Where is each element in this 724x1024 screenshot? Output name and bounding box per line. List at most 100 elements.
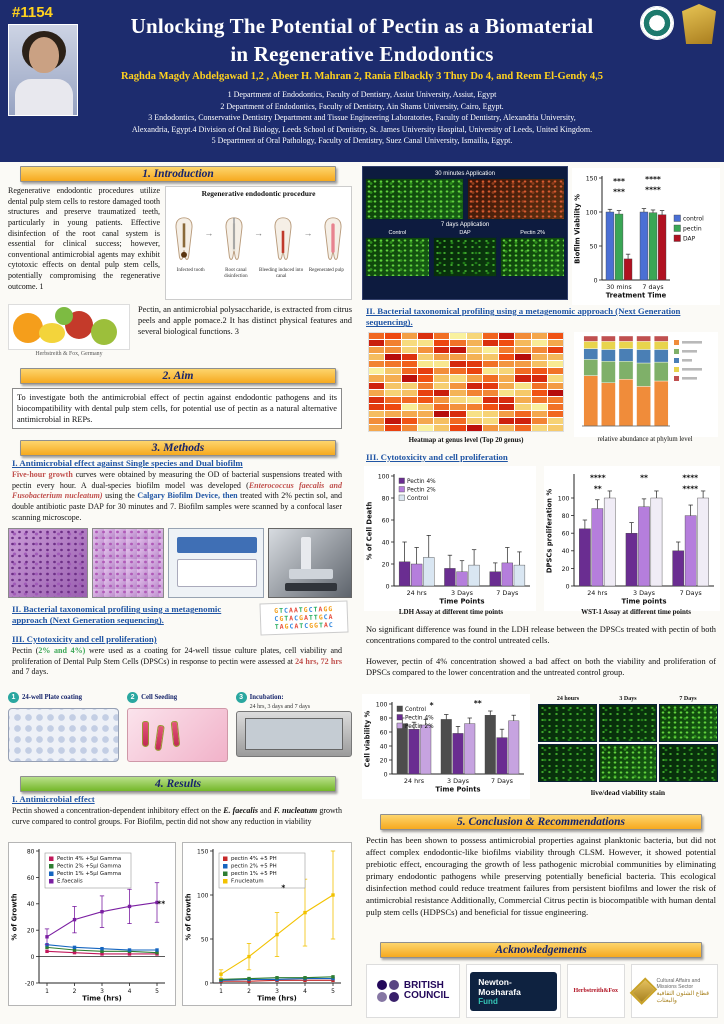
svg-text:****: ****: [682, 484, 698, 493]
livedead-col-3: 7 Days: [679, 696, 697, 702]
confocal-30min-label: 30 minutes Application: [434, 171, 496, 177]
livedead-col-2: 3 Days: [619, 696, 637, 702]
arrow-icon: →: [204, 228, 214, 238]
pectin-text: Pectin, an antimicrobial polysaccharide,…: [138, 305, 352, 337]
svg-text:4: 4: [303, 988, 307, 995]
svg-text:7 days: 7 days: [642, 283, 664, 291]
confocal-dap-label: DAP: [459, 230, 471, 236]
wst-caption: WST-1 Assay at different time points: [581, 608, 691, 616]
svg-text:****: ****: [645, 175, 661, 184]
livedead-image: [538, 744, 597, 782]
section-methods-header: 3. Methods: [20, 440, 336, 456]
svg-text:100: 100: [378, 473, 390, 480]
affiliation-1: 1 Department of Endodontics, Faculty of …: [227, 90, 497, 99]
svg-text:100: 100: [558, 495, 570, 502]
svg-text:40: 40: [380, 743, 388, 750]
biofilm-microscopy-image-1: [8, 528, 88, 598]
svg-text:1: 1: [219, 988, 223, 995]
svg-text:*: *: [281, 884, 285, 893]
confocal-panel: 30 minutes Application 7 days Applicatio…: [362, 166, 568, 300]
svg-text:20: 20: [380, 757, 388, 764]
livedead-image: [598, 704, 658, 742]
svg-text:150: 150: [197, 848, 209, 855]
rep-procedure-diagram: Regenerative endodontic procedure → → → …: [165, 186, 352, 300]
svg-text:100: 100: [197, 892, 209, 899]
confocal-pectin-label: Pectin 2%: [520, 230, 546, 236]
cultural-affairs-logo: Cultural Affairs and Missions Sector قطا…: [629, 964, 718, 1018]
section-conclusion-header: 5. Conclusion & Recommendations: [380, 814, 702, 830]
svg-text:60: 60: [382, 517, 390, 524]
wst-chart: 0 20 40 60 80 100 24 hrs 3 Days 7 Days Time point…: [544, 466, 720, 611]
nm-text-2: Fund: [478, 996, 498, 1006]
svg-text:50: 50: [201, 936, 209, 943]
svg-text:0: 0: [566, 583, 570, 590]
svg-text:1: 1: [45, 988, 49, 995]
svg-text:7 Days: 7 Days: [496, 589, 519, 597]
cell-viability-chart: 0 20 40 60 80 100 24 hrs 3 Days 7 Days Time Point…: [362, 694, 530, 799]
svg-text:F.nucleatum: F.nucleatum: [231, 879, 264, 885]
livedead-image: [659, 744, 718, 782]
authors-line: Raghda Magdy Abdelgawad 1,2 , Abeer H. M…: [120, 71, 604, 82]
fnucleatum-chart-svg: 0 50 100 150 1 2 3 4 5 pectin 4% +5 PH pectin 2% +…: [185, 848, 341, 1003]
nm-text-1: Newton-Mosharafa: [478, 976, 521, 997]
step-3-label: Incubation:: [249, 694, 284, 701]
svg-text:pectin 4% +5 PH: pectin 4% +5 PH: [231, 856, 277, 862]
svg-text:DPSCs proliferation %: DPSCs proliferation %: [546, 489, 554, 573]
tooth-regenerated-icon: [324, 217, 342, 260]
pectin-block: Herbstreith & Fox, Germany Pectin, an an…: [8, 304, 352, 366]
svg-text:0: 0: [31, 954, 35, 961]
svg-text:pectin: pectin: [683, 226, 702, 233]
methods-paragraph-1: Five-hour growth curves were obtained by…: [12, 470, 343, 522]
svg-text:Pectin 2%: Pectin 2%: [405, 724, 434, 730]
step-3-sublabel: 24 hrs, 3 days and 7 days: [249, 704, 311, 710]
svg-text:3: 3: [100, 988, 104, 995]
step-1-label: 24-well Plate coating: [22, 694, 83, 701]
svg-text:80: 80: [382, 495, 390, 502]
svg-text:30 mins: 30 mins: [606, 283, 632, 291]
confocal-7day-label: 7 days Application: [440, 222, 490, 228]
tooth-infected-icon: [175, 217, 193, 260]
well-plate-image: [8, 708, 120, 762]
affiliation-4: Alexandria, Egypt.4 Division of Oral Bio…: [131, 124, 593, 134]
svg-text:****: ****: [590, 473, 606, 482]
svg-text:Control: Control: [407, 496, 428, 502]
heatmap-image: [368, 332, 564, 432]
livedead-col-1: 24 hours: [556, 696, 580, 702]
confocal-control-label: Control: [388, 230, 407, 236]
svg-text:7 Days: 7 Days: [680, 589, 703, 597]
hf-text: Herbstreith&Fox: [573, 988, 618, 994]
methods-paragraph-2: Pectin (2% and 4%) were used as a coatin…: [12, 646, 342, 677]
ldh-chart-svg: 0 20 40 60 80 100 24 hrs 3 Days 7 Days Time Point…: [366, 473, 530, 606]
introduction-text: Regenerative endodontic procedures utili…: [8, 186, 160, 291]
svg-text:Pectin 2% +5µl Gamma: Pectin 2% +5µl Gamma: [57, 864, 121, 870]
affiliation-3: 3 Endodontics, Conservative Dentistry De…: [148, 113, 576, 123]
viability-chart-svg: 0 20 40 60 80 100 24 hrs 3 Days 7 Days Time Point…: [364, 699, 524, 794]
livedead-image: [538, 704, 597, 742]
step-3-number: 3: [235, 692, 247, 703]
svg-text:3 Days: 3 Days: [451, 589, 474, 597]
confocal-image-30min-control: [365, 178, 464, 220]
svg-text:Time (hrs): Time (hrs): [257, 995, 296, 1003]
svg-text:60: 60: [27, 875, 35, 882]
phylum-abundance-chart: [574, 332, 718, 437]
svg-text:7 Days: 7 Days: [491, 777, 514, 785]
methods-heading-3: III. Cytotoxicity and cell proliferation…: [12, 634, 157, 644]
svg-text:Time (hrs): Time (hrs): [82, 995, 121, 1003]
step-2-label: Cell Seeding: [141, 694, 178, 701]
svg-text:40: 40: [382, 539, 390, 546]
phylum-caption: relative abundance at phylum level: [597, 436, 693, 443]
svg-text:Pectin 4% +5µl Gamma: Pectin 4% +5µl Gamma: [57, 856, 121, 862]
svg-text:5: 5: [331, 988, 335, 995]
results-heading-3: III. Cytotoxicity and cell proliferation: [366, 452, 508, 462]
svg-text:Time points: Time points: [621, 598, 666, 606]
arrow-icon: →: [253, 228, 263, 238]
svg-text:Pectin 4%: Pectin 4%: [407, 479, 436, 485]
citrus-fruits-image: [8, 304, 130, 350]
svg-text:100: 100: [586, 209, 598, 216]
confocal-microscope-image: [268, 528, 352, 598]
confocal-image-7day-pectin: [500, 237, 566, 277]
svg-text:20: 20: [27, 928, 35, 935]
section-results-header: 4. Results: [20, 776, 336, 792]
